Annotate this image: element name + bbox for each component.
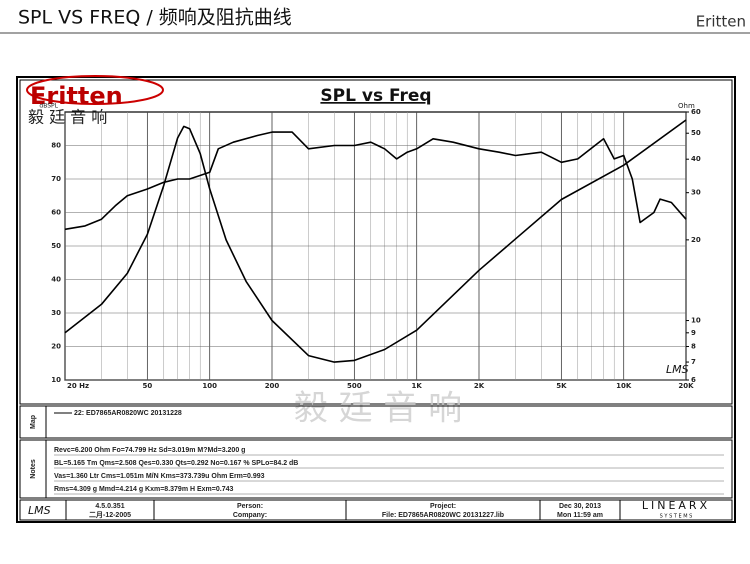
y2-tick-label: 30 — [691, 189, 701, 197]
y-tick-label: 20 — [51, 343, 61, 351]
y-tick-label: 40 — [51, 276, 61, 284]
y-tick-label: 50 — [51, 242, 61, 250]
y2-tick-label: 50 — [691, 129, 701, 137]
logo-swoosh — [26, 75, 164, 105]
footer-maker-sub: S Y S T E M S — [660, 514, 693, 520]
y2-tick-label: 6 — [691, 376, 696, 384]
logo-subtitle: 毅 廷 音 响 — [28, 108, 107, 127]
y2-tick-label: 40 — [691, 155, 701, 163]
footer-version: 4.5.0.351 — [95, 503, 124, 510]
footer-file: File: ED7865AR0820WC 20131227.lib — [382, 512, 504, 519]
footer-time: Mon 11:59 am — [557, 512, 603, 519]
watermark: 毅 廷 音 响 — [294, 389, 462, 429]
y2-tick-label: 9 — [691, 329, 696, 337]
notes-lines: Revc=6.200 Ohm Fo=74.799 Hz Sd=3.019m M?… — [54, 447, 724, 495]
footer-maker: LINEARX — [642, 499, 710, 512]
lms-stamp: LMS — [666, 363, 689, 376]
header-brand: Eritten — [696, 13, 746, 31]
header-title: SPL VS FREQ / 频响及阻抗曲线 — [18, 7, 292, 29]
footer-person: Person: — [237, 503, 263, 510]
y-tick-label: 70 — [51, 175, 61, 183]
y2-tick-label: 7 — [691, 358, 696, 366]
y-tick-label: 80 — [51, 142, 61, 150]
notes-label: Notes — [30, 459, 37, 479]
y2-axis-label: Ohm — [678, 102, 695, 110]
series-line — [64, 119, 687, 363]
logo-text: Eritten — [30, 82, 123, 110]
y-tick-label: 10 — [51, 376, 61, 384]
x-tick-label: 20K — [678, 382, 694, 390]
footer-panel — [19, 499, 733, 521]
y-tick-label: 30 — [51, 309, 61, 317]
grid — [64, 112, 687, 381]
x-tick-label: 20 Hz — [67, 382, 89, 390]
y2-tick-label: 10 — [691, 317, 701, 325]
footer-logo: LMS — [28, 504, 51, 517]
notes-line: BL=5.165 Tm Qms=2.508 Qes=0.330 Qts=0.29… — [54, 460, 298, 467]
notes-panel — [19, 439, 733, 499]
x-tick-label: 50 — [142, 382, 152, 390]
footer-project: Project: — [430, 503, 456, 510]
chart-title: SPL vs Freq — [320, 86, 431, 106]
series-line — [64, 131, 687, 231]
y2-tick-label: 60 — [691, 108, 701, 116]
footer-company: Company: — [233, 512, 267, 519]
notes-line: Revc=6.200 Ohm Fo=74.799 Hz Sd=3.019m M?… — [54, 447, 245, 454]
y-tick-label: 60 — [51, 209, 61, 217]
x-tick-label: 1K — [412, 382, 423, 390]
footer-built: 二月-12-2005 — [89, 511, 131, 519]
notes-line: Vas=1.360 Ltr Cms=1.051m M/N Kms=373.739… — [54, 473, 265, 480]
map-panel — [19, 405, 733, 439]
y2-tick-label: 8 — [691, 343, 696, 351]
map-entry: 22: ED7865AR0820WC 20131228 — [74, 410, 182, 417]
x-tick-label: 200 — [265, 382, 280, 390]
map-label: Map — [30, 415, 37, 429]
x-tick-label: 5K — [556, 382, 567, 390]
x-tick-label: 100 — [202, 382, 217, 390]
x-tick-label: 2K — [474, 382, 485, 390]
x-tick-label: 500 — [347, 382, 362, 390]
y2-tick-label: 20 — [691, 236, 701, 244]
footer-date: Dec 30, 2013 — [559, 503, 601, 510]
y-axis-label: dBSPL — [39, 103, 58, 110]
x-tick-label: 10K — [616, 382, 632, 390]
plot-frame — [19, 79, 733, 405]
notes-line: Rms=4.309 g Mmd=4.214 g Kxm=8.379m H Exm… — [54, 486, 233, 493]
